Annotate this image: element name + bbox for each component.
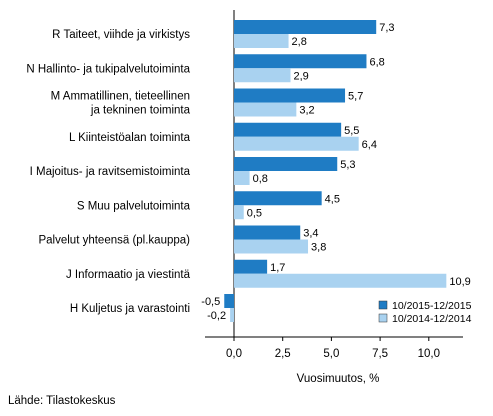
bar-series-1	[234, 122, 342, 137]
value-label: 2,8	[292, 36, 307, 48]
category-label-line: N Hallinto- ja tukipalvelutoiminta	[26, 63, 190, 75]
value-label: 4,5	[325, 193, 340, 205]
bar-series-2	[234, 273, 447, 288]
legend-label: 10/2015-12/2015	[392, 300, 472, 312]
x-tick-label: 7,5	[372, 348, 388, 360]
bar-series-1	[234, 157, 338, 171]
value-label: -0,5	[201, 296, 220, 308]
value-label: 2,9	[293, 70, 308, 82]
bar-series-2	[234, 171, 250, 185]
legend-swatch	[378, 313, 388, 323]
value-label: 5,7	[348, 91, 363, 103]
category-label: I Majoitus- ja ravitsemistoiminta	[30, 166, 191, 178]
category-label-line: R Taiteet, viihde ja virkistys	[52, 29, 190, 41]
value-label: 7,3	[379, 22, 394, 34]
category-label-line: J Informaatio ja viestintä	[66, 269, 191, 281]
category-label: R Taiteet, viihde ja virkistys	[52, 29, 190, 41]
category-label-line: ja tekninen toiminta	[90, 105, 191, 117]
category-label: L Kiinteistöalan toiminta	[69, 132, 191, 144]
category-label: Palvelut yhteensä (pl.kauppa)	[38, 235, 190, 247]
bar-series-1	[224, 294, 234, 308]
category-label: J Informaatio ja viestintä	[66, 269, 191, 281]
bar-series-1	[234, 88, 346, 103]
bar-series-1	[234, 20, 377, 34]
bar-series-2	[234, 205, 244, 220]
value-label: 3,2	[299, 105, 314, 117]
value-label: 5,3	[340, 159, 355, 171]
x-tick-label: 10,0	[418, 348, 440, 360]
category-label-line: M Ammatillinen, tieteellinen	[51, 91, 190, 103]
bar-series-1	[234, 191, 322, 206]
legend-label: 10/2014-12/2014	[392, 313, 472, 325]
category-label: H Kuljetus ja varastointi	[70, 303, 190, 315]
category-label: M Ammatillinen, tieteellinen ja tekninen …	[51, 91, 191, 117]
category-label-line: L Kiinteistöalan toiminta	[69, 132, 191, 144]
bar-series-1	[234, 259, 268, 274]
bar-series-2	[234, 102, 297, 117]
value-label: 10,9	[449, 276, 470, 288]
category-label-line: S Muu palvelutoiminta	[77, 200, 191, 212]
value-label: 3,4	[303, 228, 318, 240]
x-axis-title: Vuosimuutos, %	[297, 373, 380, 385]
category-label: N Hallinto- ja tukipalvelutoiminta	[26, 63, 190, 75]
category-label: S Muu palvelutoiminta	[77, 200, 191, 212]
value-label: 1,7	[270, 262, 285, 274]
bar-series-1	[234, 225, 301, 240]
source-note: Lähde: Tilastokeskus	[8, 395, 116, 407]
category-label-line: I Majoitus- ja ravitsemistoiminta	[30, 166, 191, 178]
bar-series-2	[230, 308, 234, 322]
bar-series-2	[234, 34, 289, 48]
value-label: 0,8	[253, 173, 268, 185]
bar-series-1	[234, 54, 367, 69]
x-tick-label: 0,0	[226, 348, 242, 360]
x-tick-label: 5,0	[323, 348, 339, 360]
value-label: 6,4	[362, 139, 377, 151]
value-label: -0,2	[207, 310, 226, 322]
x-tick-label: 2,5	[275, 348, 291, 360]
bar-series-2	[234, 239, 309, 254]
bar-series-2	[234, 68, 291, 83]
value-label: 3,8	[311, 242, 326, 254]
category-label-line: Palvelut yhteensä (pl.kauppa)	[38, 235, 190, 247]
legend-swatch	[378, 300, 388, 310]
value-label: 6,8	[369, 56, 384, 68]
bar-series-2	[234, 136, 359, 151]
value-label: 0,5	[247, 207, 262, 219]
value-label: 5,5	[344, 125, 359, 137]
category-label-line: H Kuljetus ja varastointi	[70, 303, 190, 315]
